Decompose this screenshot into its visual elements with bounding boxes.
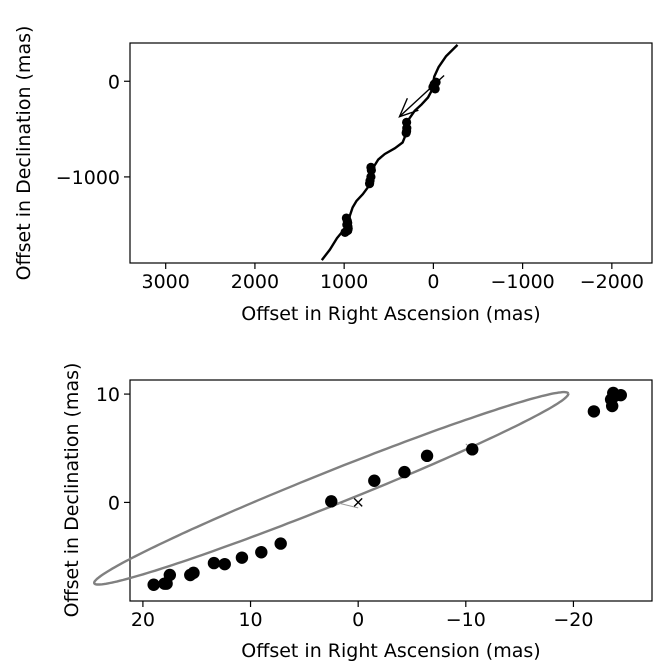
data-point xyxy=(398,465,411,479)
upper-ticks: 3000 2000 1000 0 −1000 −2000 0 −1000 xyxy=(56,71,644,293)
upper-motion-track xyxy=(320,44,459,261)
upper-y-axis-label: Offset in Declination (mas) xyxy=(13,26,35,281)
upper-x-tick-label: −2000 xyxy=(580,271,644,293)
lower-x-tick-label: 10 xyxy=(238,609,262,631)
orbit-ellipse-line xyxy=(92,390,570,586)
data-point xyxy=(614,388,627,402)
data-point xyxy=(218,557,231,571)
center-marker-stroke xyxy=(353,497,363,507)
lower-y-tick-label: 0 xyxy=(108,492,120,514)
data-point xyxy=(402,126,412,136)
arrow-head xyxy=(398,98,419,118)
upper-x-tick-label: 2000 xyxy=(231,271,279,293)
lower-plot-frame xyxy=(129,379,653,602)
lower-orbit-ellipse xyxy=(92,390,570,586)
data-point xyxy=(207,556,221,570)
lower-data-points xyxy=(147,386,627,591)
lower-x-tick-label: −10 xyxy=(446,609,486,631)
data-point xyxy=(364,179,375,189)
upper-y-tick-label: −1000 xyxy=(56,167,120,189)
upper-plot-frame xyxy=(129,42,653,264)
upper-x-tick-label: 1000 xyxy=(320,271,368,293)
data-point xyxy=(420,449,434,463)
data-point xyxy=(163,568,177,582)
arrow-shaft xyxy=(399,75,445,118)
motion-track-line xyxy=(320,44,459,261)
lower-residual-links xyxy=(213,407,598,564)
data-point xyxy=(187,566,200,580)
data-point xyxy=(466,443,479,456)
data-point xyxy=(605,399,619,413)
upper-x-tick-label: 3000 xyxy=(142,271,190,293)
lower-y-axis-label: Offset in Declination (mas) xyxy=(61,363,83,618)
upper-panel-sky-track: 3000 2000 1000 0 −1000 −2000 0 −1000 Offset in … xyxy=(13,26,653,325)
lower-ticks: 20 10 0 −10 −20 10 0 xyxy=(96,384,594,631)
lower-x-tick-label: 0 xyxy=(352,609,364,631)
data-point xyxy=(147,578,160,591)
data-point xyxy=(342,220,352,230)
data-point xyxy=(235,551,249,564)
data-point xyxy=(366,165,376,175)
lower-x-axis-label: Offset in Right Ascension (mas) xyxy=(241,640,540,662)
upper-y-tick-label: 0 xyxy=(108,71,120,93)
data-point xyxy=(274,537,287,550)
upper-direction-arrow xyxy=(398,75,445,118)
data-point xyxy=(587,405,601,418)
data-point xyxy=(368,474,381,487)
upper-x-axis-label: Offset in Right Ascension (mas) xyxy=(241,303,540,325)
lower-x-tick-label: −20 xyxy=(553,609,593,631)
upper-x-tick-label: −1000 xyxy=(490,271,554,293)
data-point xyxy=(325,495,338,508)
lower-panel-orbit: 20 10 0 −10 −20 10 0 Offset in Right Ascension… xyxy=(61,363,653,662)
upper-x-tick-label: 0 xyxy=(427,271,439,293)
lower-center-marker xyxy=(353,497,363,507)
lower-y-tick-label: 10 xyxy=(96,384,120,406)
upper-data-points xyxy=(340,77,441,237)
lower-x-tick-label: 20 xyxy=(131,609,155,631)
data-point xyxy=(255,546,268,559)
